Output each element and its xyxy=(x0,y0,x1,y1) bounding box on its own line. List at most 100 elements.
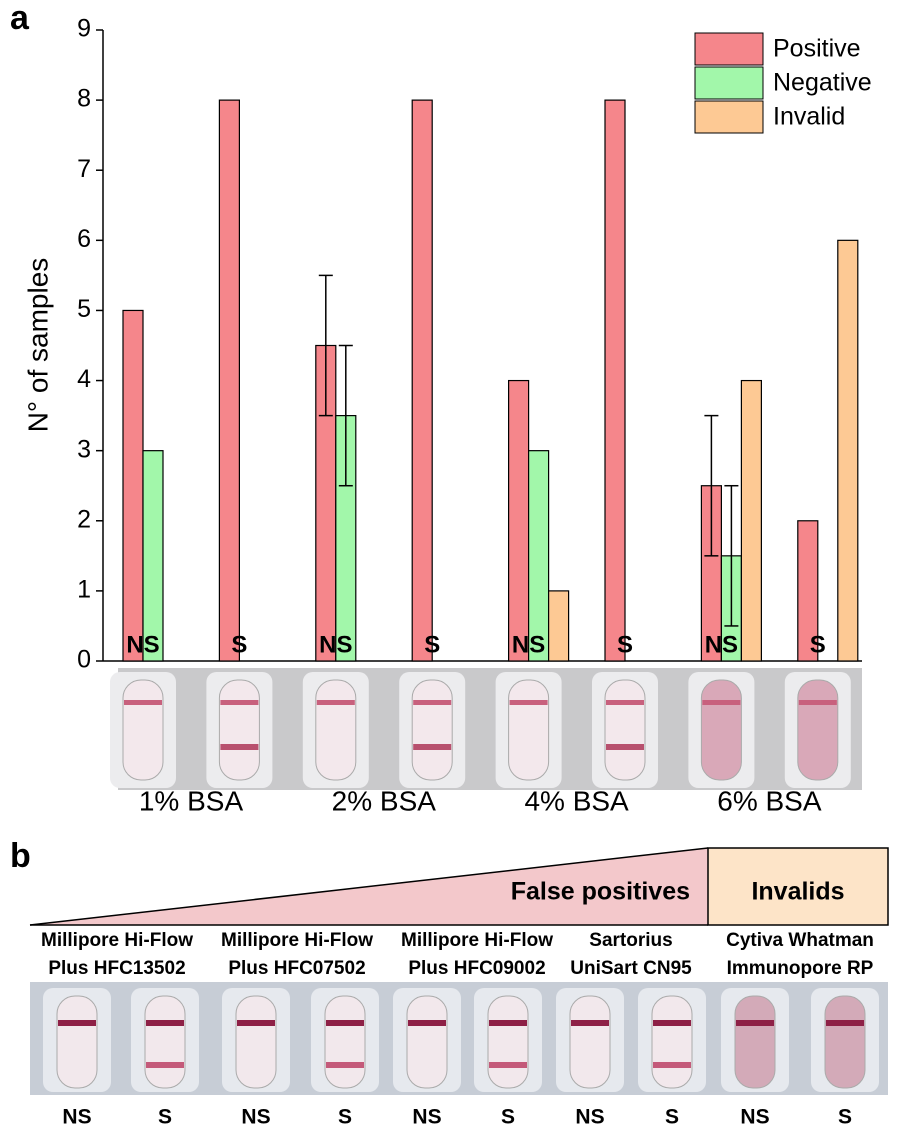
control-line xyxy=(489,1020,527,1026)
bar xyxy=(604,99,626,662)
x-tick-label: NS xyxy=(126,631,159,658)
banner-edge xyxy=(29,847,709,926)
bar xyxy=(142,450,164,662)
control-line xyxy=(237,1020,275,1026)
control-line xyxy=(413,700,452,705)
membrane-label: Millipore Hi-Flow xyxy=(401,930,553,951)
legend-swatch xyxy=(694,66,764,100)
bar xyxy=(218,99,240,662)
membrane-label: Plus HFC13502 xyxy=(48,958,185,979)
bar xyxy=(740,379,763,662)
membrane-label: Millipore Hi-Flow xyxy=(41,930,193,951)
test-line xyxy=(413,744,452,750)
test-window xyxy=(797,679,839,781)
test-window xyxy=(487,995,529,1089)
control-line xyxy=(653,1020,691,1026)
test-window xyxy=(411,679,453,781)
group-label: 4% BSA xyxy=(524,785,629,816)
control-line xyxy=(408,1020,446,1026)
error-bar xyxy=(338,344,353,487)
y-tick-label: 3 xyxy=(77,435,91,463)
x-tick-label: NS xyxy=(319,631,352,658)
x-tick-label: NS xyxy=(705,631,738,658)
y-tick-label: 1 xyxy=(77,575,91,603)
sample-label: S xyxy=(158,1106,172,1129)
test-window xyxy=(56,995,98,1089)
control-line xyxy=(124,700,162,705)
control-line xyxy=(316,700,355,705)
test-line xyxy=(220,744,259,750)
panel-label: a xyxy=(10,0,30,37)
error-bar xyxy=(724,484,739,627)
control-line xyxy=(826,1020,864,1026)
test-window xyxy=(569,995,611,1089)
error-bar xyxy=(318,274,333,417)
y-tick-label: 2 xyxy=(77,505,91,533)
control-line xyxy=(509,700,548,705)
control-line xyxy=(220,700,259,705)
control-line xyxy=(606,700,644,705)
sample-label: S xyxy=(501,1106,515,1129)
y-tick-label: 8 xyxy=(77,85,91,113)
x-tick-label: NS xyxy=(512,631,545,658)
test-window xyxy=(315,679,357,781)
membrane-label: Immunopore RP xyxy=(727,958,874,979)
control-line xyxy=(702,700,741,705)
sample-label: NS xyxy=(412,1106,441,1129)
bar xyxy=(837,239,859,662)
group-label: 2% BSA xyxy=(332,785,437,816)
test-window xyxy=(604,679,646,781)
control-line xyxy=(58,1020,96,1026)
test-line xyxy=(653,1062,691,1068)
control-line xyxy=(571,1020,609,1026)
test-line xyxy=(146,1062,184,1068)
test-line xyxy=(606,744,644,750)
x-tick-label: S xyxy=(617,631,633,658)
sample-label: S xyxy=(338,1106,352,1129)
x-tick-label: S xyxy=(231,631,247,658)
test-window xyxy=(324,995,366,1089)
sample-label: S xyxy=(838,1106,852,1129)
test-window xyxy=(734,995,776,1089)
y-axis-label: N° of samples xyxy=(22,258,53,433)
test-window xyxy=(218,679,260,781)
y-tick-label: 0 xyxy=(77,646,91,674)
membrane-label: Sartorius xyxy=(589,930,672,951)
sample-label: NS xyxy=(62,1106,91,1129)
test-window xyxy=(508,679,550,781)
bar xyxy=(527,450,550,662)
test-window xyxy=(700,679,742,781)
legend-label: Negative xyxy=(773,69,872,97)
bar xyxy=(411,99,433,662)
x-tick-label: S xyxy=(424,631,440,658)
test-window xyxy=(406,995,448,1089)
control-line xyxy=(146,1020,184,1026)
membrane-label: Millipore Hi-Flow xyxy=(221,930,373,951)
membrane-label: Plus HFC07502 xyxy=(228,958,365,979)
test-window xyxy=(651,995,693,1089)
membrane-label: Plus HFC09002 xyxy=(408,958,545,979)
membrane-label: Cytiva Whatman xyxy=(726,930,874,951)
y-tick-label: 7 xyxy=(77,155,91,183)
test-window xyxy=(235,995,277,1089)
bar xyxy=(797,520,819,662)
bar xyxy=(547,590,570,662)
control-line xyxy=(326,1020,364,1026)
legend-label: Invalid xyxy=(773,103,845,131)
test-line xyxy=(326,1062,364,1068)
panel-label: b xyxy=(10,837,31,875)
sample-label: NS xyxy=(241,1106,270,1129)
banner-label: Invalids xyxy=(751,878,844,906)
group-label: 6% BSA xyxy=(717,785,822,816)
legend-label: Positive xyxy=(773,35,861,63)
error-bar xyxy=(704,414,719,557)
test-window xyxy=(122,679,164,781)
y-tick-label: 5 xyxy=(77,295,91,323)
x-tick-label: S xyxy=(810,631,826,658)
y-tick-label: 6 xyxy=(77,225,91,253)
sample-label: NS xyxy=(740,1106,769,1129)
test-window xyxy=(144,995,186,1089)
sample-label: S xyxy=(665,1106,679,1129)
